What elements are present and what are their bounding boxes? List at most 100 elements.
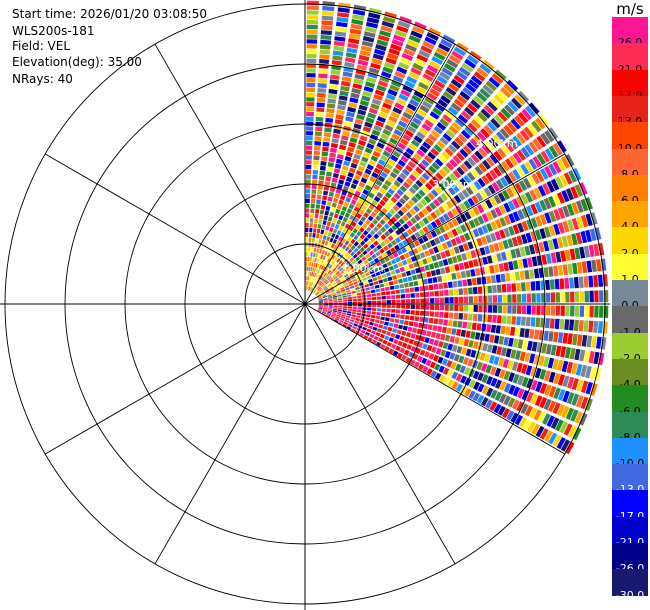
velocity-gate bbox=[516, 305, 522, 314]
velocity-gate bbox=[588, 275, 594, 288]
velocity-gate bbox=[477, 177, 486, 188]
velocity-gate bbox=[392, 167, 401, 175]
velocity-gate bbox=[343, 282, 348, 287]
velocity-gate bbox=[507, 238, 514, 248]
velocity-gate bbox=[530, 393, 539, 405]
velocity-gate bbox=[372, 247, 379, 253]
velocity-gate bbox=[463, 174, 472, 184]
velocity-gate bbox=[360, 216, 367, 222]
velocity-gate bbox=[572, 167, 582, 181]
velocity-gate bbox=[367, 266, 373, 271]
velocity-gate bbox=[315, 268, 319, 273]
velocity-gate bbox=[333, 45, 345, 52]
velocity-gate bbox=[493, 166, 502, 177]
velocity-gate bbox=[318, 300, 323, 302]
velocity-gate bbox=[351, 18, 364, 26]
velocity-gate bbox=[409, 287, 415, 293]
velocity-gate bbox=[376, 84, 387, 92]
velocity-gate bbox=[468, 390, 476, 400]
velocity-gate bbox=[390, 290, 396, 295]
velocity-gate bbox=[356, 289, 361, 293]
velocity-gate bbox=[397, 261, 403, 268]
velocity-gate bbox=[379, 199, 386, 207]
velocity-gate bbox=[323, 132, 331, 138]
velocity-gate bbox=[465, 330, 471, 338]
velocity-gate bbox=[436, 75, 448, 85]
velocity-gate bbox=[425, 241, 432, 249]
velocity-gate bbox=[388, 322, 394, 327]
velocity-gate bbox=[305, 285, 307, 291]
velocity-gate bbox=[366, 226, 372, 233]
velocity-gate bbox=[463, 200, 471, 209]
velocity-gate bbox=[526, 305, 532, 315]
velocity-gate bbox=[318, 301, 324, 303]
velocity-gate bbox=[401, 304, 406, 309]
velocity-gate bbox=[352, 253, 358, 259]
velocity-gate bbox=[412, 327, 418, 334]
velocity-gate bbox=[470, 119, 481, 129]
velocity-gate bbox=[401, 299, 406, 304]
velocity-gate bbox=[511, 97, 523, 109]
velocity-gate bbox=[506, 410, 515, 421]
velocity-gate bbox=[364, 219, 371, 226]
velocity-gate bbox=[376, 222, 383, 229]
velocity-gate bbox=[588, 351, 595, 364]
velocity-gate bbox=[318, 180, 324, 185]
velocity-gate bbox=[442, 367, 450, 375]
velocity-gate bbox=[545, 279, 550, 290]
velocity-gate bbox=[579, 246, 586, 259]
velocity-gate bbox=[548, 127, 559, 140]
velocity-gate bbox=[315, 253, 319, 258]
velocity-gate bbox=[327, 283, 332, 288]
velocity-gate bbox=[434, 208, 442, 217]
velocity-gate bbox=[347, 248, 353, 254]
velocity-gate bbox=[306, 131, 313, 136]
velocity-gate bbox=[371, 297, 377, 301]
velocity-gate bbox=[401, 272, 407, 278]
velocity-gate bbox=[327, 231, 332, 237]
velocity-gate bbox=[446, 327, 452, 334]
velocity-gate bbox=[453, 194, 462, 204]
velocity-gate bbox=[407, 326, 413, 332]
velocity-gate bbox=[320, 161, 327, 166]
velocity-gate bbox=[456, 329, 462, 336]
velocity-gate bbox=[517, 339, 524, 349]
velocity-gate bbox=[349, 167, 356, 174]
velocity-gate bbox=[378, 265, 384, 271]
velocity-gate bbox=[516, 362, 523, 373]
velocity-gate bbox=[405, 299, 411, 304]
velocity-gate bbox=[378, 337, 384, 343]
velocity-gate bbox=[354, 118, 364, 125]
velocity-gate bbox=[314, 218, 318, 224]
velocity-gate bbox=[563, 172, 573, 185]
velocity-gate bbox=[552, 161, 562, 174]
velocity-gate bbox=[362, 223, 368, 229]
velocity-gate bbox=[498, 204, 507, 215]
velocity-gate bbox=[353, 270, 359, 275]
velocity-gate bbox=[580, 198, 589, 212]
velocity-gate bbox=[306, 10, 319, 15]
velocity-gate bbox=[343, 201, 350, 208]
velocity-gate bbox=[366, 17, 380, 24]
velocity-gate bbox=[406, 344, 412, 351]
velocity-gate bbox=[329, 317, 335, 321]
velocity-gate bbox=[512, 211, 521, 222]
velocity-gate bbox=[408, 143, 417, 152]
velocity-gate bbox=[350, 275, 356, 280]
velocity-gate bbox=[351, 311, 357, 315]
velocity-gate bbox=[415, 298, 420, 304]
velocity-gate bbox=[342, 185, 349, 192]
velocity-gate bbox=[586, 335, 593, 348]
velocity-gate bbox=[305, 193, 311, 199]
velocity-gate bbox=[599, 305, 604, 318]
velocity-gate bbox=[503, 227, 511, 238]
velocity-gate bbox=[426, 223, 434, 231]
velocity-gate bbox=[545, 292, 551, 303]
velocity-gate bbox=[386, 300, 391, 304]
velocity-gate bbox=[333, 262, 338, 267]
velocity-gate bbox=[449, 173, 458, 182]
velocity-gate bbox=[320, 254, 324, 260]
velocity-gate bbox=[322, 261, 327, 266]
velocity-gate bbox=[507, 101, 519, 113]
velocity-gate bbox=[328, 264, 333, 270]
